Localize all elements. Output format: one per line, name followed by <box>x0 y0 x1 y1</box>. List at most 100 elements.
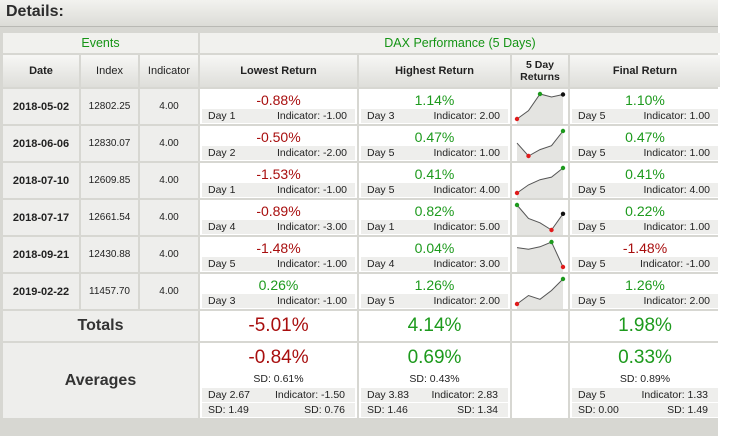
event-indicator: 4.00 <box>140 200 198 235</box>
totals-final: 1.98% <box>570 311 720 341</box>
sparkline-min-point <box>526 153 531 159</box>
final-return-day: Day 5 <box>578 110 606 122</box>
sparkline-cell <box>512 274 568 309</box>
sparkline-min-point <box>514 116 520 122</box>
lowest-return-indicator: Indicator: -1.00 <box>276 184 347 196</box>
lowest-return-cell: -1.53% Day 1 Indicator: -1.00 <box>200 163 357 198</box>
highest-return-cell: 0.04% Day 4 Indicator: 3.00 <box>359 237 510 272</box>
final-return-pct: 1.10% <box>625 92 665 108</box>
highest-return-cell: 1.14% Day 3 Indicator: 2.00 <box>359 89 510 124</box>
final-return-day: Day 5 <box>578 221 606 233</box>
lowest-return-pct: -0.89% <box>256 203 301 219</box>
final-return-indicator: Indicator: -1.00 <box>639 258 710 270</box>
highest-return-pct: 1.26% <box>414 277 455 293</box>
highest-return-indicator: Indicator: 3.00 <box>433 258 500 270</box>
performance-group-header: DAX Performance (5 Days) <box>200 33 720 53</box>
sparkline-line <box>516 241 564 268</box>
avg-final-day: Day 5 <box>578 389 606 401</box>
highest-return-cell: 1.26% Day 5 Indicator: 2.00 <box>359 274 510 309</box>
table-row[interactable]: 2018-07-10 12609.85 4.00 -1.53% Day 1 In… <box>3 163 720 198</box>
averages-lowest: -0.84% SD: 0.61% Day 2.67 Indicator: -1.5… <box>200 343 357 418</box>
highest-return-indicator: Indicator: 1.00 <box>433 147 500 159</box>
highest-return-day: Day 5 <box>367 295 395 307</box>
sparkline-max-point <box>514 202 520 208</box>
avg-low-sd-indicator: SD: 0.76 <box>304 404 345 416</box>
highest-return-day: Day 5 <box>367 147 395 159</box>
final-return-day: Day 5 <box>578 258 606 270</box>
event-indicator: 4.00 <box>140 89 198 124</box>
event-date: 2018-07-17 <box>3 200 79 235</box>
final-return-cell: 1.26% Day 5 Indicator: 2.00 <box>570 274 720 309</box>
highest-return-cell: 0.47% Day 5 Indicator: 1.00 <box>359 126 510 161</box>
sparkline-min-point <box>560 264 566 270</box>
avg-high-pct: 0.69% <box>407 347 462 368</box>
index-column-header[interactable]: Index <box>81 55 138 87</box>
sparkline-area <box>517 168 563 198</box>
highest-return-day: Day 5 <box>367 184 395 196</box>
final-return-pct: 1.26% <box>625 277 665 293</box>
totals-lowest: -5.01% <box>200 311 357 341</box>
event-rows: 2018-05-02 12802.25 4.00 -0.88% Day 1 In… <box>3 89 720 309</box>
sparkline-area <box>517 279 563 309</box>
event-date: 2018-09-21 <box>3 237 79 272</box>
final-return-day: Day 5 <box>578 295 606 307</box>
event-index: 12609.85 <box>81 163 138 198</box>
final-return-cell: 0.22% Day 5 Indicator: 1.00 <box>570 200 720 235</box>
lowest-return-indicator: Indicator: -3.00 <box>276 221 347 233</box>
lowest-return-pct: -0.50% <box>256 129 301 145</box>
avg-high-indicator: Indicator: 2.83 <box>431 389 498 401</box>
final-return-indicator: Indicator: 1.00 <box>643 110 710 122</box>
lowest-return-cell: -0.88% Day 1 Indicator: -1.00 <box>200 89 357 124</box>
final-return-detail: Day 5 Indicator: 1.00 <box>572 146 718 160</box>
final-return-indicator: Indicator: 1.00 <box>643 147 710 159</box>
averages-final: 0.33% SD: 0.89% Day 5 Indicator: 1.33 SD:… <box>570 343 720 418</box>
averages-highest: 0.69% SD: 0.43% Day 3.83 Indicator: 2.83 … <box>359 343 510 418</box>
averages-spark-blank <box>512 343 568 418</box>
lowest-return-detail: Day 1 Indicator: -1.00 <box>202 183 355 197</box>
date-column-header[interactable]: Date <box>3 55 79 87</box>
indicator-column-header[interactable]: Indicator <box>140 55 198 87</box>
final-return-cell: 1.10% Day 5 Indicator: 1.00 <box>570 89 720 124</box>
lowest-return-day: Day 5 <box>208 258 236 270</box>
totals-spark-blank <box>512 311 568 341</box>
sparkline-last-point <box>560 92 566 97</box>
table-row[interactable]: 2018-06-06 12830.07 4.00 -0.50% Day 2 In… <box>3 126 720 161</box>
table-row[interactable]: 2018-09-21 12430.88 4.00 -1.48% Day 5 In… <box>3 237 720 272</box>
table-row[interactable]: 2018-05-02 12802.25 4.00 -0.88% Day 1 In… <box>3 89 720 124</box>
lowest-return-detail: Day 2 Indicator: -2.00 <box>202 146 355 160</box>
event-indicator: 4.00 <box>140 274 198 309</box>
sparkline-max-point <box>549 239 554 245</box>
avg-low-row1: Day 2.67 Indicator: -1.50 <box>202 388 355 402</box>
table-row[interactable]: 2018-07-17 12661.54 4.00 -0.89% Day 4 In… <box>3 200 720 235</box>
final-return-indicator: Indicator: 4.00 <box>643 184 710 196</box>
avg-low-pct: -0.84% <box>248 347 309 368</box>
sparkline-chart <box>516 239 566 272</box>
highest-return-indicator: Indicator: 2.00 <box>433 110 500 122</box>
final-return-indicator: Indicator: 2.00 <box>643 295 710 307</box>
avg-low-sd: SD: 0.61% <box>253 373 304 385</box>
highest-return-day: Day 1 <box>367 221 395 233</box>
avg-final-sd: SD: 0.89% <box>619 373 671 385</box>
lowest-return-cell: -0.89% Day 4 Indicator: -3.00 <box>200 200 357 235</box>
sparkline-cell <box>512 163 568 198</box>
lowest-return-indicator: Indicator: -1.00 <box>276 295 347 307</box>
lowest-return-column-header[interactable]: Lowest Return <box>200 55 357 87</box>
five-day-returns-column-header[interactable]: 5 Day Returns <box>512 55 568 87</box>
event-date: 2019-02-22 <box>3 274 79 309</box>
highest-return-column-header[interactable]: Highest Return <box>359 55 510 87</box>
avg-high-day: Day 3.83 <box>367 389 410 401</box>
sparkline-line <box>516 130 564 157</box>
sparkline-last-point <box>560 211 566 216</box>
lowest-return-indicator: Indicator: -1.00 <box>276 110 347 122</box>
final-return-detail: Day 5 Indicator: 2.00 <box>572 294 718 308</box>
final-return-detail: Day 5 Indicator: -1.00 <box>572 257 718 271</box>
highest-return-detail: Day 5 Indicator: 1.00 <box>361 146 508 160</box>
final-return-column-header[interactable]: Final Return <box>570 55 720 87</box>
table-row[interactable]: 2019-02-22 11457.70 4.00 0.26% Day 3 Ind… <box>3 274 720 309</box>
highest-return-pct: 0.41% <box>414 166 455 182</box>
avg-low-row2: SD: 1.49 SD: 0.76 <box>202 403 355 417</box>
sparkline-max-point <box>560 165 566 171</box>
avg-high-row2: SD: 1.46 SD: 1.34 <box>361 403 508 417</box>
avg-high-row1: Day 3.83 Indicator: 2.83 <box>361 388 508 402</box>
avg-low-day: Day 2.67 <box>208 389 251 401</box>
